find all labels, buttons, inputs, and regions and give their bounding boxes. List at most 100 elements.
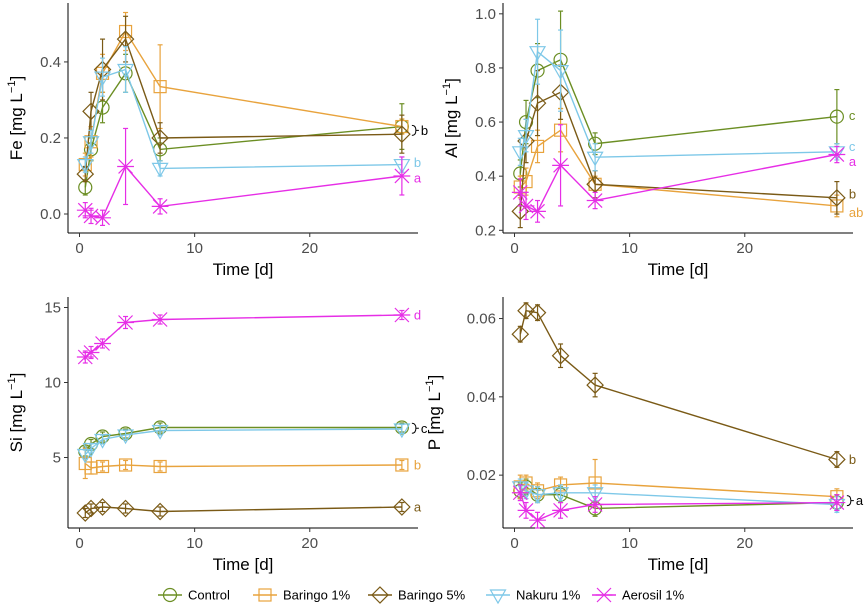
data-point xyxy=(393,423,411,439)
y-axis-label-main: P [mg L xyxy=(425,392,444,450)
y-axis-label: Si [mg L−1] xyxy=(6,373,26,453)
series-nakuru-1 xyxy=(511,18,846,172)
data-point xyxy=(116,499,135,518)
legend: Control Baringo 1% Baringo 5% Nakuru 1% Aero… xyxy=(158,586,685,605)
data-point xyxy=(828,495,846,510)
si-panel: 5 10 15 0 10 20 Time [d] Si [mg L−1] d c b a xyxy=(6,297,428,574)
data-point xyxy=(511,146,529,162)
x-tick-label: 20 xyxy=(301,535,318,552)
y-tick-label: 0.2 xyxy=(40,130,61,147)
series-line-aerosil-1 xyxy=(84,165,402,219)
y-axis-label: Fe [mg L−1] xyxy=(6,76,26,160)
series-baringo-1 xyxy=(513,458,844,508)
series-line-nakuru-1 xyxy=(84,68,402,170)
significance-letter: ab xyxy=(849,205,863,220)
series-line-baringo-1 xyxy=(519,482,837,498)
significance-letter: b xyxy=(849,452,856,467)
data-point xyxy=(151,129,169,147)
data-point xyxy=(828,147,846,162)
data-point xyxy=(586,487,604,502)
significance-letter: b xyxy=(414,458,421,473)
y-tick-label: 0.0 xyxy=(40,206,61,223)
significance-letter: b xyxy=(414,155,421,170)
data-point xyxy=(82,345,100,360)
y-tick-label: 0.02 xyxy=(467,467,496,484)
y-axis-label-end: ] xyxy=(7,373,26,378)
legend-marker xyxy=(162,587,178,603)
y-axis-label-main: Al [mg L xyxy=(442,95,461,157)
series-line-baringo-1 xyxy=(519,129,837,207)
data-point xyxy=(117,429,135,445)
legend-label: Aerosil 1% xyxy=(622,588,685,603)
data-point xyxy=(529,203,546,219)
data-point xyxy=(528,303,547,322)
legend-label: Nakuru 1% xyxy=(516,588,581,603)
legend-marker xyxy=(595,587,613,603)
p-panel: 0.02 0.04 0.06 0 10 20 Time [d] P [mg L−1] b a xyxy=(424,297,864,574)
x-tick-label: 20 xyxy=(736,535,753,552)
series-line-aerosil-1 xyxy=(519,492,837,522)
data-point xyxy=(393,125,411,144)
y-tick-label: 0.2 xyxy=(475,222,496,239)
y-tick-label: 0.06 xyxy=(467,311,496,328)
series-baringo-1 xyxy=(78,11,409,177)
y-axis-label-main: Si [mg L xyxy=(7,390,26,452)
x-tick-label: 10 xyxy=(186,535,203,552)
data-point xyxy=(93,498,112,516)
data-point xyxy=(529,46,547,61)
data-point xyxy=(517,502,535,518)
x-tick-label: 10 xyxy=(621,240,638,257)
y-axis-label-end: ] xyxy=(7,76,26,81)
legend-item-aerosil-1: Aerosil 1% xyxy=(592,588,685,603)
x-tick-label: 0 xyxy=(75,535,83,552)
data-point xyxy=(511,485,529,501)
series-line-nakuru-1 xyxy=(519,50,837,158)
data-point xyxy=(151,198,169,214)
data-point xyxy=(395,458,409,472)
data-point xyxy=(151,312,169,327)
data-point xyxy=(153,459,167,474)
data-point xyxy=(117,315,134,330)
series-aerosil-1 xyxy=(511,484,846,529)
y-tick-label: 0.4 xyxy=(475,168,496,185)
al-panel: 0.2 0.4 0.6 0.8 1.0 0 10 20 Time [d] Al [mg L−1] c… xyxy=(441,3,863,279)
data-point xyxy=(529,512,546,528)
data-point xyxy=(94,336,111,351)
data-point xyxy=(552,157,569,173)
significance-bracket xyxy=(411,422,419,434)
data-point xyxy=(511,325,530,344)
y-axis-label: Al [mg L−1] xyxy=(441,78,461,158)
series-baringo-5 xyxy=(76,15,411,183)
data-point xyxy=(586,376,604,394)
x-tick-label: 10 xyxy=(186,240,203,257)
series-line-control xyxy=(519,58,837,174)
series-nakuru-1 xyxy=(76,46,411,178)
y-axis-label-exponent: −1 xyxy=(424,379,436,392)
x-tick-label: 20 xyxy=(736,240,753,257)
significance-letter: a xyxy=(414,500,422,515)
significance-letter: a xyxy=(856,493,864,508)
data-point xyxy=(151,162,169,178)
data-point xyxy=(529,489,547,504)
x-axis-label: Time [d] xyxy=(213,260,274,279)
y-tick-label: 0.6 xyxy=(475,114,496,131)
data-point xyxy=(517,129,535,145)
legend-marker xyxy=(489,589,507,605)
y-axis-label-exponent: −1 xyxy=(441,83,453,96)
x-tick-label: 20 xyxy=(301,240,318,257)
data-point xyxy=(151,502,169,521)
data-point xyxy=(82,442,100,458)
series-aerosil-1 xyxy=(76,127,411,226)
legend-marker xyxy=(371,586,389,604)
series-line-aerosil-1 xyxy=(519,153,838,213)
series-line-baringo-5 xyxy=(519,309,838,461)
significance-letter: c xyxy=(421,421,428,436)
significance-letter: d xyxy=(414,308,421,323)
legend-marker xyxy=(258,588,272,602)
x-axis-label: Time [d] xyxy=(648,555,709,574)
series-line-baringo-1 xyxy=(84,30,403,165)
data-point xyxy=(94,71,112,87)
legend-label: Baringo 5% xyxy=(398,588,466,603)
y-axis-label-main: Fe [mg L xyxy=(7,93,26,160)
